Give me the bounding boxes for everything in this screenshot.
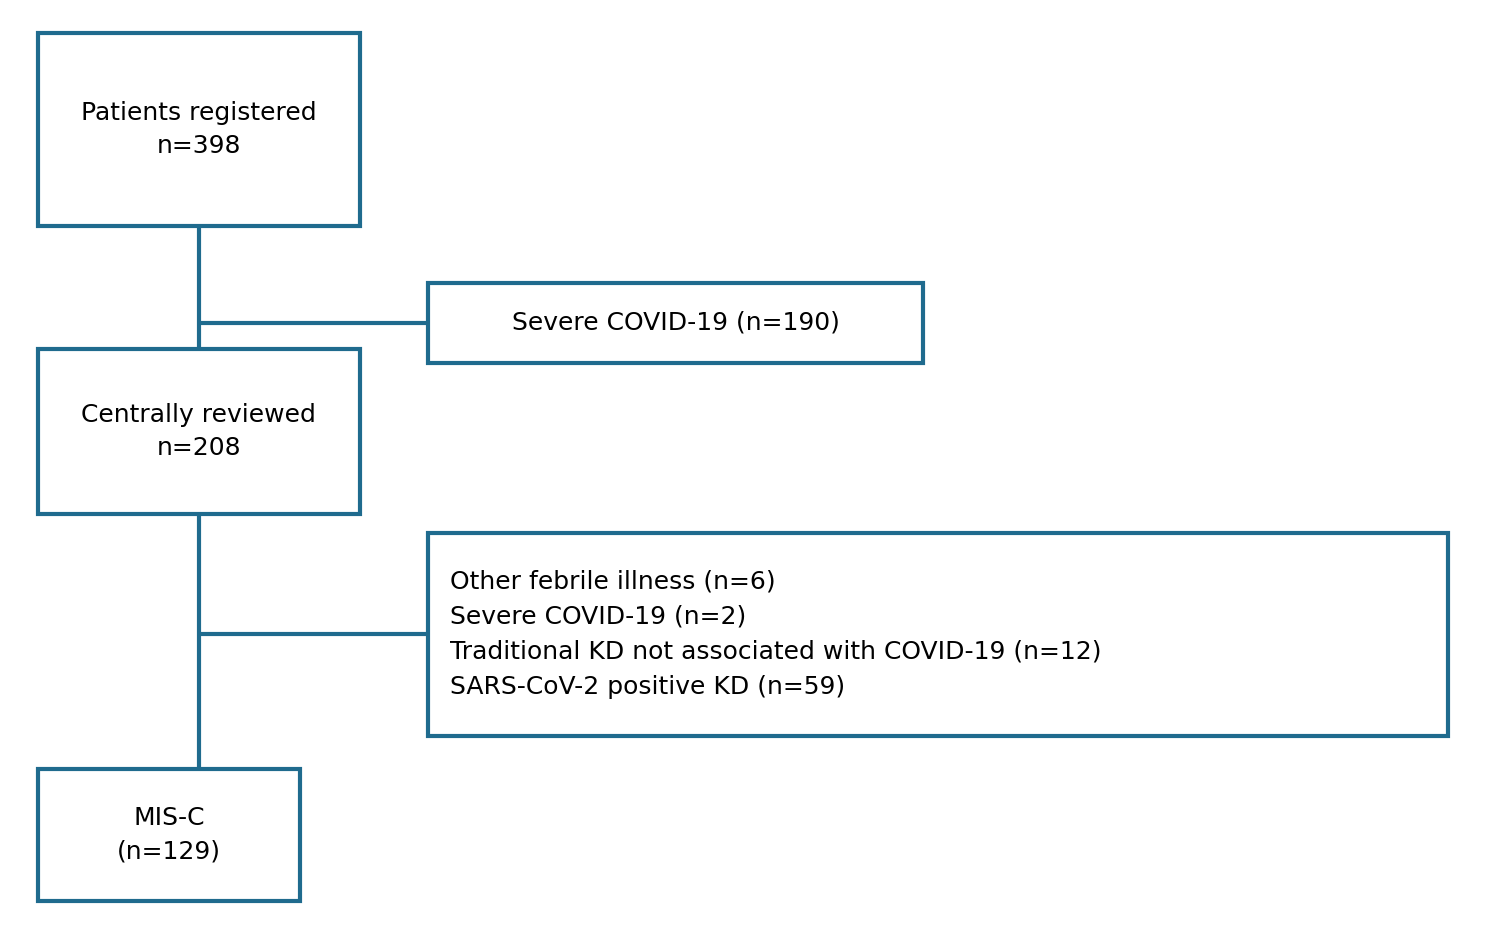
FancyBboxPatch shape	[428, 283, 923, 363]
Text: Severe COVID-19 (n=190): Severe COVID-19 (n=190)	[512, 311, 839, 335]
FancyBboxPatch shape	[428, 533, 1448, 736]
FancyBboxPatch shape	[38, 769, 300, 901]
Text: Other febrile illness (n=6)
Severe COVID-19 (n=2)
Traditional KD not associated : Other febrile illness (n=6) Severe COVID…	[450, 569, 1102, 700]
FancyBboxPatch shape	[38, 33, 360, 226]
Text: MIS-C
(n=129): MIS-C (n=129)	[117, 806, 221, 863]
FancyBboxPatch shape	[38, 349, 360, 514]
Text: Centrally reviewed
n=208: Centrally reviewed n=208	[81, 403, 317, 460]
Text: Patients registered
n=398: Patients registered n=398	[81, 101, 317, 158]
